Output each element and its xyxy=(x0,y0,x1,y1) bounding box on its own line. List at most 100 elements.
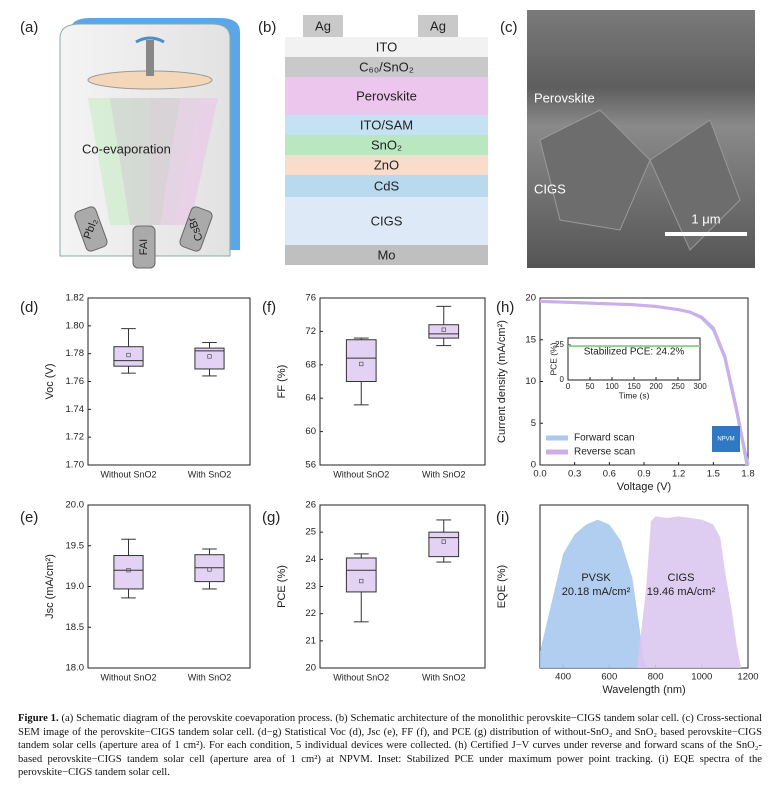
y-tick-label: 26 xyxy=(305,500,316,511)
x-axis-label: Voltage (V) xyxy=(617,481,671,493)
beam xyxy=(110,98,180,225)
y-tick-label: 20.0 xyxy=(66,500,85,511)
area xyxy=(540,519,647,668)
scale-bar xyxy=(665,232,747,236)
y-tick-label: 21 xyxy=(305,635,316,646)
y-tick-label: 19.0 xyxy=(66,581,85,592)
mean xyxy=(126,352,131,358)
layer xyxy=(285,245,488,265)
layer xyxy=(285,57,488,77)
x-tick-label: 1.5 xyxy=(707,469,720,480)
x-tick-label: Without SnO2 xyxy=(100,672,156,682)
source xyxy=(132,225,156,269)
scale-bar-label: 1 μm xyxy=(691,211,720,226)
shaft xyxy=(146,40,154,76)
y-tick-label: 5 xyxy=(531,418,536,429)
panel-label: (e) xyxy=(20,509,38,526)
y-tick-label: 1.70 xyxy=(66,460,85,471)
x-tick-label: 1200 xyxy=(737,672,758,683)
y-tick-label: 1.72 xyxy=(66,432,85,443)
sem-label: CIGS xyxy=(534,181,566,196)
x-tick-label: With SnO2 xyxy=(188,672,232,682)
panel-label: (f) xyxy=(262,299,276,316)
x-tick-label: 400 xyxy=(555,672,571,683)
panel-label: (i) xyxy=(496,509,509,526)
x-tick-label: Without SnO2 xyxy=(333,672,389,682)
y-axis-label: Current density (mA/cm²) xyxy=(496,320,508,443)
layer-label: ZnO xyxy=(374,157,399,172)
contact xyxy=(418,15,458,37)
x-tick-label: 0.0 xyxy=(533,469,546,480)
y-tick-label: 1.78 xyxy=(66,348,85,359)
box xyxy=(345,557,377,593)
layer-label: Perovskite xyxy=(356,88,417,103)
y-tick-label: 20 xyxy=(305,663,316,674)
y-tick-label: 22 xyxy=(305,608,316,619)
source-label: FAI xyxy=(138,239,150,256)
logo-text: NPVM xyxy=(717,437,734,443)
mean xyxy=(207,354,212,359)
y-tick-label: 76 xyxy=(305,293,316,304)
y-tick-label: 23 xyxy=(305,581,316,592)
chamber-schematic xyxy=(59,18,240,269)
annotation: PVSK xyxy=(581,572,611,584)
plot-frame xyxy=(87,297,251,466)
y-axis-label: PCE (%) xyxy=(548,342,558,375)
x-tick-label: 100 xyxy=(605,382,619,391)
y-tick-label: 1.82 xyxy=(66,293,85,304)
y-tick-label: 10 xyxy=(525,376,536,387)
x-tick-label: 0.9 xyxy=(637,469,650,480)
layer-label: Mo xyxy=(377,247,395,262)
y-axis-label: Jsc (mA/cm²) xyxy=(44,554,56,619)
layer-label: CIGS xyxy=(371,213,403,228)
rotation-arrow xyxy=(135,36,165,44)
box xyxy=(428,531,460,558)
caption: Figure 1. (a) Schematic diagram of the p… xyxy=(18,712,762,780)
y-tick-label: 60 xyxy=(305,426,316,437)
y-tick-label: 0 xyxy=(531,460,536,471)
figure: (a) (b) (c) (d) (e) (f) (g) (h) (i) Co-evaporatio… xyxy=(20,10,759,696)
source xyxy=(179,206,213,252)
contact xyxy=(303,15,343,37)
x-tick-label: 0 xyxy=(566,382,571,391)
x-tick-label: 600 xyxy=(601,672,617,683)
box xyxy=(113,346,144,367)
x-axis-label: Time (s) xyxy=(619,390,650,400)
box xyxy=(345,339,377,382)
x-axis-label: Wavelength (nm) xyxy=(602,684,685,696)
plot-frame xyxy=(567,337,701,381)
logo xyxy=(712,426,740,452)
caption-label: Figure 1. xyxy=(18,713,59,724)
legend-label: Forward scan xyxy=(574,433,635,444)
x-tick-label: 50 xyxy=(586,382,595,391)
x-tick-label: 1.8 xyxy=(741,469,754,480)
x-tick-label: Without SnO2 xyxy=(333,469,389,479)
mean xyxy=(359,578,364,584)
x-tick-label: With SnO2 xyxy=(422,469,466,479)
y-axis-label: Voc (V) xyxy=(44,363,56,399)
plot-frame xyxy=(319,504,486,669)
y-tick-label: 1.80 xyxy=(66,320,85,331)
y-tick-label: 20 xyxy=(525,293,536,304)
layer xyxy=(285,77,488,115)
x-tick-label: With SnO2 xyxy=(188,469,232,479)
source xyxy=(74,206,108,252)
x-tick-label: 1.2 xyxy=(672,469,685,480)
y-tick-label: 72 xyxy=(305,326,316,337)
layer-label: C₆₀/SnO₂ xyxy=(359,59,414,74)
y-tick-label: 24 xyxy=(305,554,316,565)
x-tick-label: 200 xyxy=(649,382,663,391)
y-tick-label: 25 xyxy=(305,527,316,538)
process-label: Co-evaporation xyxy=(82,141,171,156)
annotation: 20.18 mA/cm² xyxy=(562,586,631,598)
layer xyxy=(285,115,488,135)
mean xyxy=(126,568,131,573)
y-tick-label: 15 xyxy=(525,334,536,345)
x-tick-label: 1000 xyxy=(691,672,712,683)
y-tick-label: 1.76 xyxy=(66,376,85,387)
y-tick-label: 56 xyxy=(305,460,316,471)
x-tick-label: 0.6 xyxy=(603,469,616,480)
panel-label: (a) xyxy=(20,19,38,36)
layer xyxy=(285,37,488,57)
